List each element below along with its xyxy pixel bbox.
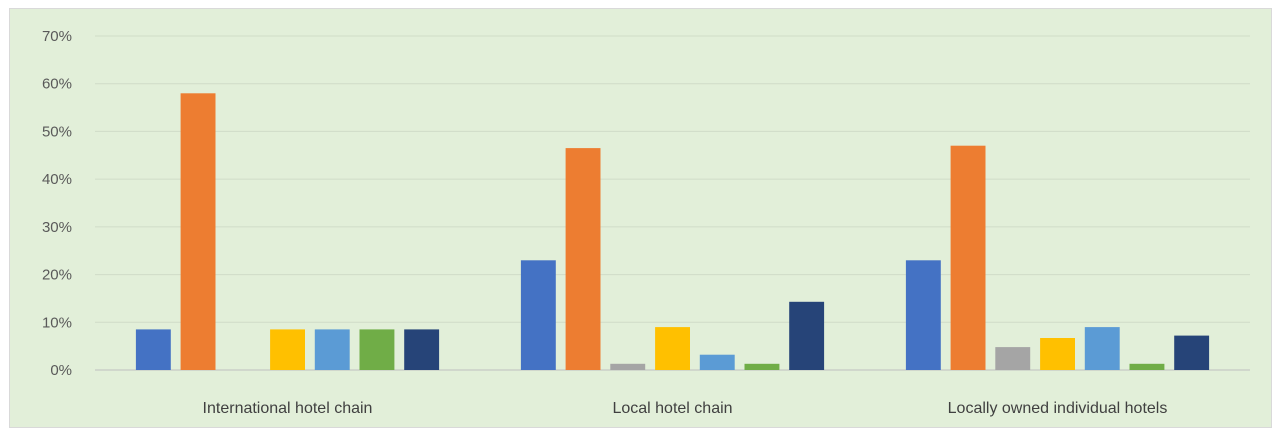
bar [950,145,986,370]
bar [1129,363,1165,370]
bar [655,327,690,370]
bar [565,148,601,370]
y-tick-label: 20% [42,267,72,284]
x-category-label: Locally owned individual hotels [948,400,1168,417]
x-category-label: Local hotel chain [612,400,732,417]
bar [1040,338,1075,370]
bar [135,329,171,370]
y-tick-label: 0% [50,362,72,379]
bar [1084,327,1120,370]
y-tick-label: 50% [42,123,72,140]
y-tick-label: 40% [42,171,72,188]
y-tick-label: 60% [42,76,72,93]
bar [699,354,735,370]
bar [1174,335,1210,370]
bar [359,329,395,370]
y-tick-label: 30% [42,219,72,236]
bar [404,329,440,370]
bar [520,260,556,370]
y-tick-label: 70% [42,28,72,45]
bar [610,363,646,370]
bar [270,329,305,370]
bar [314,329,350,370]
y-tick-label: 10% [42,314,72,331]
bar [180,93,216,371]
bar [789,301,825,370]
bar [995,347,1031,370]
x-category-label: International hotel chain [203,400,373,417]
bar [744,363,780,370]
bar [905,260,941,370]
